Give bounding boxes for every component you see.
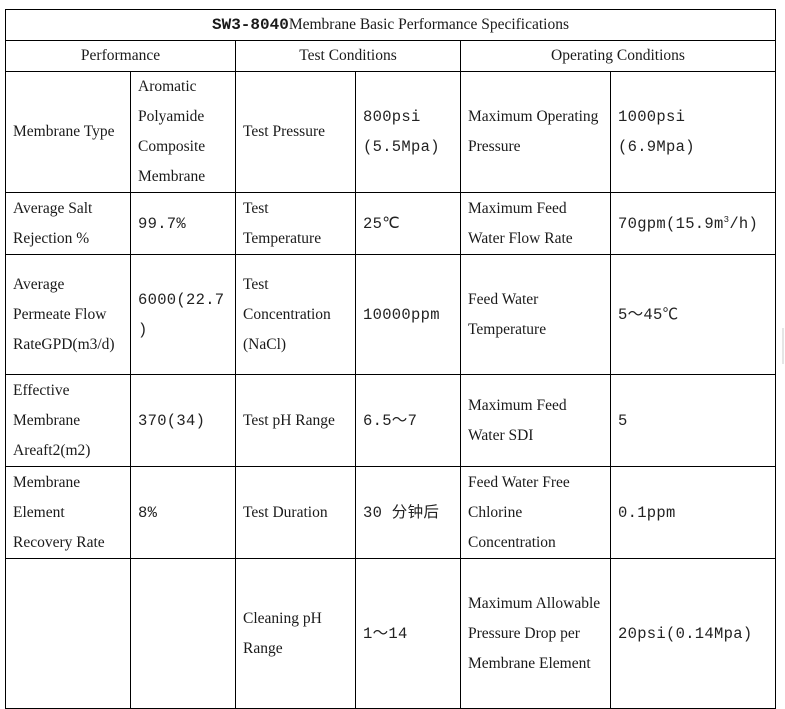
- operating-label: Maximum Operating Pressure: [460, 71, 611, 193]
- operating-value: 5～45℃: [609, 254, 777, 375]
- flow-rate-unit: /h): [729, 214, 759, 233]
- table-title: SW3-8040Membrane Basic Performance Speci…: [4, 9, 777, 41]
- header-test-conditions: Test Conditions: [235, 40, 461, 72]
- operating-label: Maximum Feed Water SDI: [460, 374, 611, 467]
- performance-label: [5, 558, 131, 709]
- test-value: 6.5～7: [355, 374, 461, 467]
- test-value: 10000ppm: [355, 254, 461, 375]
- edge-divider: [782, 328, 784, 364]
- performance-value: 99.7%: [130, 192, 236, 255]
- table-row: Effective Membrane Areaft2(m2) 370(34) T…: [5, 374, 777, 467]
- performance-label: Average Permeate Flow RateGPD(m3/d): [5, 254, 131, 375]
- test-label: Test Pressure: [235, 71, 356, 193]
- test-label: Test pH Range: [235, 374, 356, 467]
- table-row: Membrane Type Aromatic Polyamide Composi…: [5, 71, 777, 193]
- operating-value: 1000psi (6.9Mpa): [609, 71, 777, 193]
- table-row: Membrane Element Recovery Rate 8% Test D…: [5, 466, 777, 559]
- test-value: 1～14: [355, 558, 461, 709]
- test-label: Test Concentration (NaCl): [235, 254, 356, 375]
- test-label: Cleaning pH Range: [235, 558, 356, 709]
- performance-value: Aromatic Polyamide Composite Membrane: [130, 71, 236, 193]
- test-value: 800psi (5.5Mpa): [355, 71, 461, 193]
- specifications-table: SW3-8040Membrane Basic Performance Speci…: [4, 9, 777, 709]
- performance-label: Effective Membrane Areaft2(m2): [5, 374, 131, 467]
- performance-label: Membrane Type: [5, 71, 131, 193]
- operating-value: 20psi(0.14Mpa): [609, 558, 777, 709]
- header-performance: Performance: [5, 40, 236, 72]
- test-value: 25℃: [355, 192, 461, 255]
- operating-label: Maximum Feed Water Flow Rate: [460, 192, 611, 255]
- table-row: Average Salt Rejection % 99.7% Test Temp…: [5, 192, 777, 255]
- operating-label: Feed Water Temperature: [460, 254, 611, 375]
- operating-value: 70gpm(15.9m3/h): [609, 192, 777, 255]
- performance-value: 370(34): [130, 374, 236, 467]
- table-row: Cleaning pH Range 1～14 Maximum Allowable…: [5, 558, 777, 709]
- model-number: SW3-8040: [212, 16, 289, 34]
- operating-value: 0.1ppm: [609, 466, 777, 559]
- operating-label: Feed Water Free Chlorine Concentration: [460, 466, 611, 559]
- title-text: Membrane Basic Performance Specification…: [288, 16, 570, 33]
- operating-label: Maximum Allowable Pressure Drop per Memb…: [460, 558, 611, 709]
- flow-rate-exponent: 3: [723, 214, 730, 225]
- performance-label: Membrane Element Recovery Rate: [5, 466, 131, 559]
- test-label: Test Temperature: [235, 192, 356, 255]
- test-value: 30 分钟后: [355, 466, 461, 559]
- performance-value: 6000(22.7): [130, 254, 236, 375]
- performance-label: Average Salt Rejection %: [5, 192, 131, 255]
- flow-rate-main: 70gpm(15.9m: [618, 214, 724, 233]
- header-operating-conditions: Operating Conditions: [459, 40, 777, 72]
- test-label: Test Duration: [235, 466, 356, 559]
- operating-value: 5: [609, 374, 777, 467]
- performance-value: 8%: [130, 466, 236, 559]
- table-row: Average Permeate Flow RateGPD(m3/d) 6000…: [5, 254, 777, 375]
- performance-value: [130, 558, 236, 709]
